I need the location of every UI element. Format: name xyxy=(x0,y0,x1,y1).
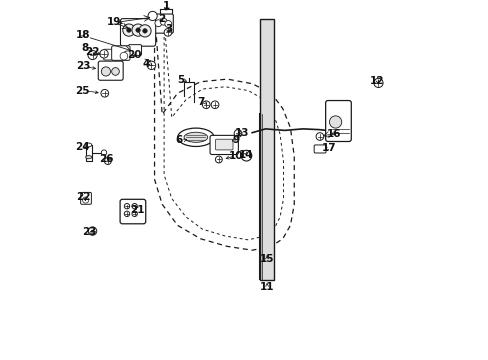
Circle shape xyxy=(155,20,162,27)
Circle shape xyxy=(241,150,251,161)
Text: 5: 5 xyxy=(177,75,184,85)
FancyBboxPatch shape xyxy=(151,14,173,33)
Circle shape xyxy=(215,156,222,163)
Circle shape xyxy=(147,61,155,69)
Circle shape xyxy=(132,203,137,209)
Text: 12: 12 xyxy=(369,76,384,86)
Circle shape xyxy=(124,211,129,216)
FancyBboxPatch shape xyxy=(98,61,123,80)
Bar xyxy=(85,145,92,161)
FancyBboxPatch shape xyxy=(111,46,130,60)
Circle shape xyxy=(101,150,106,155)
Text: 22: 22 xyxy=(76,192,91,202)
Text: 18: 18 xyxy=(75,30,90,40)
Text: 20: 20 xyxy=(127,50,142,60)
Text: 7: 7 xyxy=(197,97,204,107)
Ellipse shape xyxy=(85,156,92,159)
Text: 21: 21 xyxy=(130,205,144,215)
FancyBboxPatch shape xyxy=(128,45,141,55)
Circle shape xyxy=(136,28,140,32)
Text: 19: 19 xyxy=(107,17,122,27)
Text: 25: 25 xyxy=(75,86,90,96)
Circle shape xyxy=(126,28,131,32)
Ellipse shape xyxy=(183,132,207,142)
Circle shape xyxy=(139,25,151,37)
Text: 22: 22 xyxy=(85,47,100,57)
Text: 13: 13 xyxy=(234,128,248,138)
Text: 9: 9 xyxy=(232,135,239,145)
Text: 4: 4 xyxy=(142,59,149,69)
Text: 17: 17 xyxy=(321,143,335,153)
FancyBboxPatch shape xyxy=(325,100,350,141)
Text: 8: 8 xyxy=(81,44,88,54)
Ellipse shape xyxy=(177,128,214,147)
Circle shape xyxy=(88,227,97,235)
Circle shape xyxy=(101,89,108,97)
Text: 11: 11 xyxy=(259,282,274,292)
Text: 2: 2 xyxy=(158,14,165,24)
Text: 14: 14 xyxy=(238,149,252,159)
FancyBboxPatch shape xyxy=(313,145,325,153)
FancyBboxPatch shape xyxy=(81,192,91,204)
Text: 23: 23 xyxy=(76,62,91,72)
Text: 24: 24 xyxy=(75,142,90,152)
Circle shape xyxy=(211,101,219,109)
Text: 10: 10 xyxy=(228,151,243,161)
FancyBboxPatch shape xyxy=(215,139,233,150)
Circle shape xyxy=(88,50,97,60)
FancyBboxPatch shape xyxy=(103,49,113,60)
Circle shape xyxy=(122,24,135,36)
Text: 16: 16 xyxy=(326,129,340,139)
Text: 26: 26 xyxy=(99,154,114,165)
Circle shape xyxy=(82,197,88,203)
FancyBboxPatch shape xyxy=(120,199,145,224)
Circle shape xyxy=(148,12,157,21)
Circle shape xyxy=(234,130,242,137)
Text: 1: 1 xyxy=(162,1,169,12)
Text: 6: 6 xyxy=(176,135,183,145)
Circle shape xyxy=(142,28,147,33)
Bar xyxy=(259,19,274,280)
Circle shape xyxy=(315,133,323,140)
Circle shape xyxy=(202,101,210,109)
Text: 15: 15 xyxy=(259,254,274,264)
Ellipse shape xyxy=(85,143,92,147)
Circle shape xyxy=(120,52,127,60)
Circle shape xyxy=(160,18,167,25)
FancyBboxPatch shape xyxy=(210,135,238,154)
Circle shape xyxy=(104,158,111,165)
Circle shape xyxy=(124,203,129,209)
Text: 3: 3 xyxy=(165,24,172,34)
FancyBboxPatch shape xyxy=(120,19,155,46)
Circle shape xyxy=(100,50,108,58)
Circle shape xyxy=(132,211,137,216)
Circle shape xyxy=(164,21,171,27)
Circle shape xyxy=(164,28,171,36)
Circle shape xyxy=(373,78,382,87)
Circle shape xyxy=(132,24,144,36)
Text: 23: 23 xyxy=(82,227,97,237)
Circle shape xyxy=(329,116,341,128)
Circle shape xyxy=(101,67,110,76)
Circle shape xyxy=(111,68,119,75)
